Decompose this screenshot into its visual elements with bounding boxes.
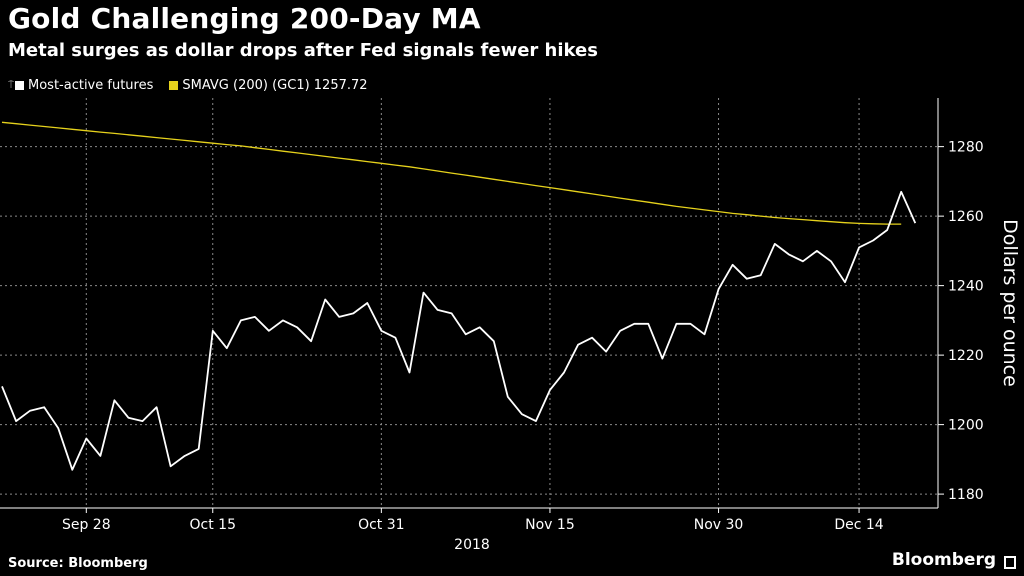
legend-item-sma: SMAVG (200) (GC1) 1257.72	[169, 78, 368, 93]
series	[1, 121, 917, 471]
y-tick-label: 1260	[948, 209, 984, 225]
x-tick-label: Nov 15	[525, 517, 575, 533]
legend-label-sma: SMAVG (200) (GC1) 1257.72	[182, 78, 368, 93]
source-note: Source: Bloomberg	[8, 556, 148, 571]
grid	[0, 98, 938, 508]
chart-title: Gold Challenging 200-Day MA	[8, 2, 481, 35]
legend-swatch-sma	[169, 81, 179, 90]
x-tick-label: Sep 28	[62, 517, 111, 533]
chart-subtitle: Metal surges as dollar drops after Fed s…	[8, 40, 598, 61]
pin-icon: ⍑	[8, 80, 14, 91]
x-tick-label: Oct 31	[358, 517, 404, 533]
tick-labels: 1180 1200 1220 1240 1260 1280 Sep 28 Oct 15 Oct …	[62, 140, 1021, 553]
y-tick-label: 1240	[948, 279, 984, 295]
x-tick-label: Dec 14	[834, 517, 883, 533]
series-line-sma	[1, 121, 902, 225]
x-tick-label: Oct 15	[190, 517, 236, 533]
legend-item-futures: ⍑ Most-active futures	[8, 78, 153, 93]
brand-logo-text: Bloomberg	[891, 550, 996, 570]
series-line-futures	[1, 190, 917, 471]
brand-mark-icon	[1004, 556, 1016, 569]
y-tick-label: 1220	[948, 348, 984, 364]
legend: ⍑ Most-active futures SMAVG (200) (GC1) …	[8, 78, 384, 93]
y-tick-label: 1180	[948, 487, 984, 503]
axes	[0, 98, 944, 513]
legend-swatch-futures	[15, 81, 24, 90]
y-tick-label: 1280	[948, 140, 984, 156]
legend-label-futures: Most-active futures	[28, 78, 154, 93]
x-axis-label: 2018	[454, 537, 490, 553]
y-axis-label: Dollars per ounce	[999, 219, 1021, 387]
y-tick-label: 1200	[948, 418, 984, 434]
x-tick-label: Nov 30	[694, 517, 744, 533]
